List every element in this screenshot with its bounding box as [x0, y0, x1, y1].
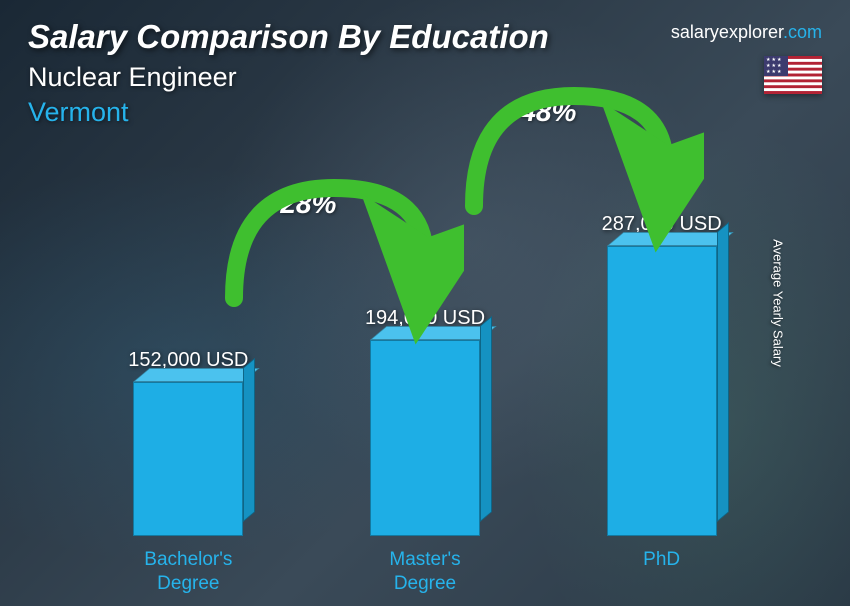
bar-front-face [133, 382, 243, 536]
increase-badge: +48% [504, 96, 576, 128]
increase-badge: +28% [264, 188, 336, 220]
subtitle-location: Vermont [28, 97, 830, 128]
us-flag-icon [764, 56, 822, 94]
bar-category-label: Master'sDegree [325, 548, 525, 596]
bar-side-face [243, 358, 255, 522]
bar [607, 246, 717, 536]
bar-category-label: PhD [562, 548, 762, 572]
bar-chart: 152,000 USD Bachelor'sDegree 194,000 USD… [70, 180, 780, 536]
subtitle-role: Nuclear Engineer [28, 62, 830, 93]
brand-name: salaryexplorer [671, 22, 783, 42]
bar-side-face [480, 316, 492, 522]
brand-logo: salaryexplorer.com [671, 22, 822, 43]
bar [370, 340, 480, 536]
brand-suffix: .com [783, 22, 822, 42]
bar-group: 194,000 USD Master'sDegree [340, 307, 510, 536]
bar-top-face [607, 232, 734, 246]
bar-top-face [133, 368, 260, 382]
bar [133, 382, 243, 536]
bar-front-face [370, 340, 480, 536]
bar-front-face [607, 246, 717, 536]
bar-group: 287,000 USD PhD [577, 213, 747, 536]
bar-group: 152,000 USD Bachelor'sDegree [103, 349, 273, 536]
bar-category-label: Bachelor'sDegree [88, 548, 288, 596]
bar-side-face [717, 222, 729, 522]
bar-top-face [370, 326, 497, 340]
